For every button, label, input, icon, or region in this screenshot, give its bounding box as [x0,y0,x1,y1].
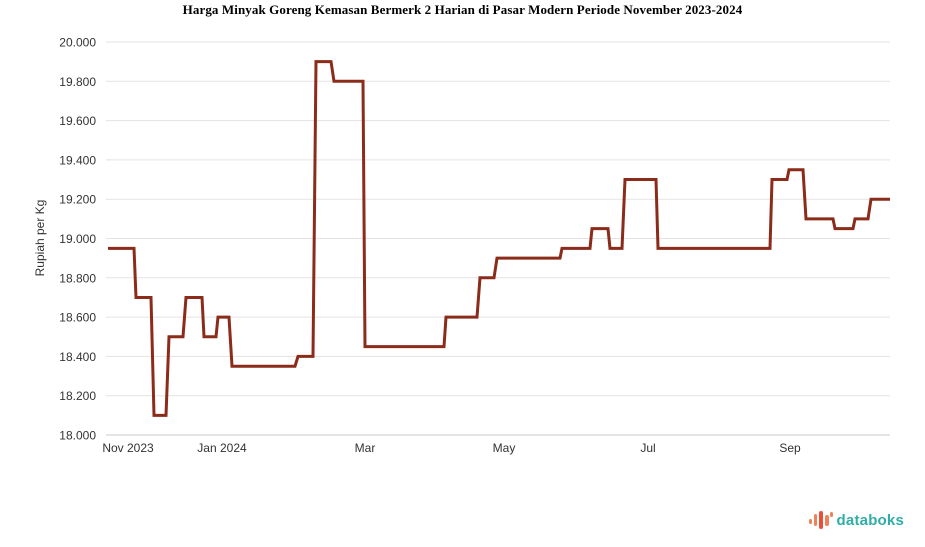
databoks-logo-text: databoks [836,511,904,529]
y-tick-label: 19.400 [59,153,96,167]
y-tick-label: 20.000 [59,36,96,50]
y-tick-label: 18.200 [59,389,96,403]
y-tick-label: 19.200 [59,193,96,207]
x-tick-label: Jul [640,441,655,455]
chart-title: Harga Minyak Goreng Kemasan Bermerk 2 Ha… [182,2,743,17]
price-series-path [108,60,890,417]
x-tick-label: May [493,441,516,455]
x-tick-label: Mar [355,441,376,455]
y-tick-label: 18.000 [59,429,96,443]
databoks-logo: databoks [808,508,904,532]
y-tick-label: 19.000 [59,232,96,246]
databoks-bars-icon [808,508,833,532]
x-tick-label: Nov 2023 [102,441,154,455]
y-tick-label: 18.600 [59,311,96,325]
x-tick-label: Jan 2024 [197,441,247,455]
x-tick-label: Sep [779,441,801,455]
y-tick-label: 19.800 [59,75,96,89]
y-tick-label: 19.600 [59,114,96,128]
y-tick-label: 18.400 [59,350,96,364]
y-tick-label: 18.800 [59,271,96,285]
